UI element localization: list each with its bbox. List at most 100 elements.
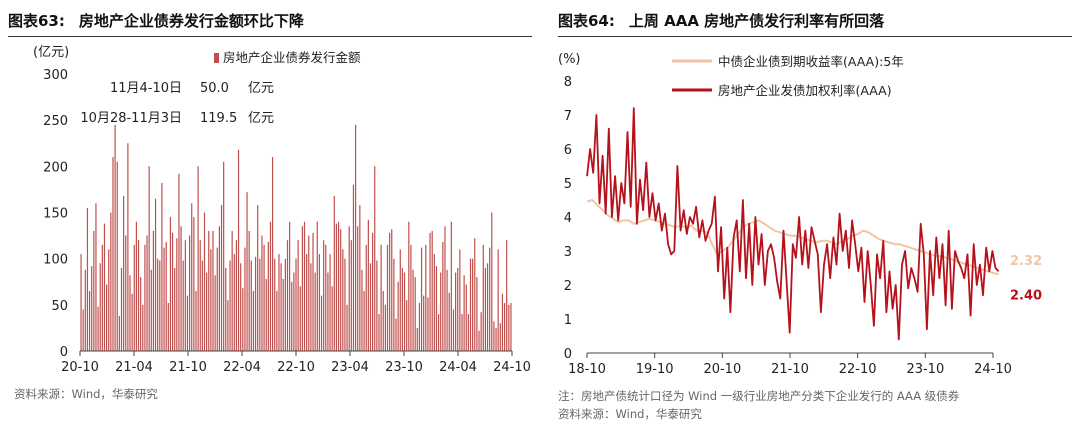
bar [242, 288, 244, 351]
bar [133, 244, 135, 351]
bar [182, 260, 184, 351]
bond-rate-panel: 图表64: 上周 AAA 房地产债发行利率有所回落 (%) 0 1 2 3 4 5 6 7 8 18-… [550, 0, 1080, 429]
bar [329, 254, 331, 351]
bar [240, 263, 242, 351]
bar [429, 232, 431, 351]
annotation-value: 50.0 [200, 81, 229, 96]
bar [408, 221, 410, 351]
bar [499, 323, 501, 351]
bar [386, 244, 389, 351]
bar [420, 247, 423, 351]
annotation-unit: 亿元 [248, 81, 274, 96]
bar [431, 230, 433, 351]
bar [95, 203, 97, 351]
y-tick-label: 250 [43, 114, 68, 129]
bar [191, 203, 193, 351]
bar [469, 258, 472, 351]
bar [325, 244, 327, 351]
bond-issuance-panel: 图表63: 房地产企业债券发行金额环比下降 (亿元) 0 50 100 150 200 250… [8, 12, 532, 401]
bar [506, 240, 508, 351]
bar [323, 240, 325, 351]
bar [103, 223, 106, 351]
bar [114, 124, 116, 351]
bar [399, 249, 401, 351]
bar [372, 232, 374, 351]
y-tick-label: 3 [564, 245, 572, 260]
y-tick-label: 6 [564, 143, 572, 158]
bar [393, 258, 395, 351]
x-tick-label: 24-10 [974, 362, 1012, 377]
chart-title: 图表64: 上周 AAA 房地产债发行利率有所回落 [558, 12, 885, 30]
bar [342, 249, 344, 351]
bar [91, 266, 93, 351]
y-tick-label: 0 [60, 345, 68, 360]
bar [106, 284, 108, 351]
rate-line-chart: (%) 0 1 2 3 4 5 6 7 8 18-10 19-10 20-10 21-10 22-10 23-… [558, 52, 1042, 377]
yield-last-value: 2.32 [1010, 254, 1042, 269]
bar [344, 258, 346, 351]
bar [216, 247, 218, 351]
bar [184, 240, 186, 351]
source-note: 资料来源：Wind，华泰研究 [558, 407, 702, 421]
bar [397, 281, 399, 351]
bar [180, 226, 182, 351]
bar [427, 297, 429, 351]
bar [271, 157, 274, 351]
bar [157, 258, 159, 351]
bar [440, 272, 442, 351]
bar [142, 304, 144, 351]
y-tick-label: 50 [51, 299, 68, 314]
bar [350, 240, 352, 351]
bar [210, 249, 212, 351]
issuance-bar-chart: (亿元) 0 50 100 150 200 250 300 20-10 21-04 21-10 22-… [33, 45, 531, 375]
bar [365, 244, 367, 351]
bar [376, 260, 378, 351]
bar [389, 232, 391, 351]
bar [140, 277, 142, 351]
bar [450, 221, 452, 351]
bar [380, 244, 382, 351]
bar [369, 263, 372, 351]
bar [378, 314, 380, 351]
bar [159, 260, 161, 351]
bar [437, 314, 440, 351]
bar [301, 226, 303, 351]
bar [206, 272, 208, 351]
source-note: 资料来源：Wind，华泰研究 [14, 387, 158, 401]
x-tick-label: 21-10 [771, 362, 809, 377]
bar [510, 302, 512, 351]
bar [176, 238, 178, 351]
bar [406, 300, 408, 351]
bar [480, 312, 482, 351]
bar [112, 157, 114, 351]
bar [433, 254, 435, 351]
bar [276, 290, 278, 351]
bar [131, 293, 133, 351]
y-tick-label: 100 [43, 253, 68, 268]
bar [497, 249, 499, 351]
bar [401, 267, 403, 351]
bar [144, 244, 146, 351]
bar [493, 321, 495, 351]
y-tick-label: 200 [43, 160, 68, 175]
bar [395, 318, 397, 351]
bar [93, 230, 95, 351]
bar [161, 182, 163, 351]
bar [382, 290, 384, 351]
bar [489, 247, 491, 351]
bar [259, 258, 261, 351]
bar [231, 230, 233, 351]
y-unit-label: (亿元) [33, 45, 69, 60]
bar [250, 260, 252, 351]
bar [212, 230, 214, 351]
bar [218, 226, 220, 351]
bar [314, 272, 316, 351]
bar [84, 269, 86, 351]
y-tick-label: 4 [564, 211, 572, 226]
bar [463, 275, 465, 351]
bar [101, 244, 103, 351]
rate-last-value: 2.40 [1010, 288, 1042, 303]
bar [476, 277, 478, 351]
bar [227, 300, 229, 351]
bar [193, 217, 195, 351]
